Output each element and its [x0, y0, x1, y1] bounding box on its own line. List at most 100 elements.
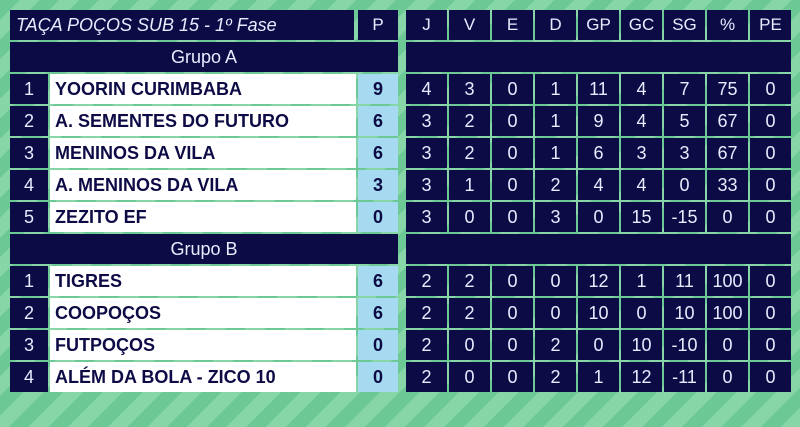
points-cell: 6	[358, 266, 398, 296]
stat-j: 3	[406, 138, 447, 168]
header-e: E	[492, 10, 533, 40]
stat-sg: 7	[664, 74, 705, 104]
team-name: ZEZITO EF	[50, 202, 356, 232]
team-name: YOORIN CURIMBABA	[50, 74, 356, 104]
stat-d: 0	[535, 298, 576, 328]
team-name: A. MENINOS DA VILA	[50, 170, 356, 200]
stat-gp: 0	[578, 330, 619, 360]
stat-d: 2	[535, 330, 576, 360]
stat-pct: 67	[707, 106, 748, 136]
stat-gc: 4	[621, 170, 662, 200]
stat-pe: 0	[750, 266, 791, 296]
stat-e: 0	[492, 74, 533, 104]
stat-e: 0	[492, 106, 533, 136]
stat-e: 0	[492, 298, 533, 328]
team-name: FUTPOÇOS	[50, 330, 356, 360]
stat-gp: 11	[578, 74, 619, 104]
stat-pe: 0	[750, 170, 791, 200]
stat-gc: 12	[621, 362, 662, 392]
header-gp: GP	[578, 10, 619, 40]
stat-j: 2	[406, 266, 447, 296]
stat-pe: 0	[750, 138, 791, 168]
stat-gp: 10	[578, 298, 619, 328]
header-j: J	[406, 10, 447, 40]
stat-j: 3	[406, 106, 447, 136]
stat-j: 3	[406, 202, 447, 232]
stat-sg: 0	[664, 170, 705, 200]
stat-pct: 100	[707, 266, 748, 296]
stat-pe: 0	[750, 106, 791, 136]
stat-sg: 11	[664, 266, 705, 296]
team-name: ALÉM DA BOLA - ZICO 10	[50, 362, 356, 392]
stat-j: 3	[406, 170, 447, 200]
group-title: Grupo B	[10, 234, 398, 264]
stat-j: 2	[406, 330, 447, 360]
points-cell: 6	[358, 106, 398, 136]
header-pct: %	[707, 10, 748, 40]
stat-pct: 0	[707, 330, 748, 360]
stat-gc: 4	[621, 74, 662, 104]
stat-d: 1	[535, 106, 576, 136]
stat-gp: 12	[578, 266, 619, 296]
stat-e: 0	[492, 362, 533, 392]
points-cell: 0	[358, 202, 398, 232]
header-d: D	[535, 10, 576, 40]
stat-gc: 1	[621, 266, 662, 296]
position-cell: 2	[10, 106, 48, 136]
points-cell: 6	[358, 298, 398, 328]
header-p: P	[358, 10, 398, 40]
points-cell: 0	[358, 330, 398, 360]
stat-pe: 0	[750, 298, 791, 328]
position-cell: 4	[10, 170, 48, 200]
position-cell: 2	[10, 298, 48, 328]
stat-sg: -10	[664, 330, 705, 360]
stat-pct: 0	[707, 202, 748, 232]
stat-v: 1	[449, 170, 490, 200]
points-cell: 9	[358, 74, 398, 104]
position-cell: 3	[10, 138, 48, 168]
stat-pct: 100	[707, 298, 748, 328]
position-cell: 1	[10, 74, 48, 104]
stat-sg: -11	[664, 362, 705, 392]
stat-v: 3	[449, 74, 490, 104]
stat-j: 4	[406, 74, 447, 104]
stat-d: 2	[535, 362, 576, 392]
stat-pct: 33	[707, 170, 748, 200]
stat-pe: 0	[750, 330, 791, 360]
stat-pct: 67	[707, 138, 748, 168]
group-title-spacer	[406, 234, 791, 264]
stat-pe: 0	[750, 74, 791, 104]
header-gc: GC	[621, 10, 662, 40]
stat-gc: 0	[621, 298, 662, 328]
stat-v: 2	[449, 106, 490, 136]
team-name: A. SEMENTES DO FUTURO	[50, 106, 356, 136]
stat-d: 1	[535, 138, 576, 168]
group-title-spacer	[406, 42, 791, 72]
stat-e: 0	[492, 330, 533, 360]
stat-gp: 4	[578, 170, 619, 200]
stat-e: 0	[492, 138, 533, 168]
table-title: TAÇA POÇOS SUB 15 - 1º Fase	[10, 10, 354, 40]
stat-v: 0	[449, 362, 490, 392]
points-cell: 0	[358, 362, 398, 392]
stat-v: 2	[449, 298, 490, 328]
team-name: COOPOÇOS	[50, 298, 356, 328]
stat-v: 0	[449, 330, 490, 360]
stat-d: 0	[535, 266, 576, 296]
team-name: TIGRES	[50, 266, 356, 296]
stat-gc: 3	[621, 138, 662, 168]
stat-gp: 0	[578, 202, 619, 232]
header-sg: SG	[664, 10, 705, 40]
stat-v: 0	[449, 202, 490, 232]
position-cell: 5	[10, 202, 48, 232]
stat-gc: 10	[621, 330, 662, 360]
stat-e: 0	[492, 266, 533, 296]
stat-d: 2	[535, 170, 576, 200]
stat-sg: 5	[664, 106, 705, 136]
stat-d: 1	[535, 74, 576, 104]
stat-sg: 10	[664, 298, 705, 328]
stat-pct: 0	[707, 362, 748, 392]
points-cell: 6	[358, 138, 398, 168]
position-cell: 1	[10, 266, 48, 296]
header-pe: PE	[750, 10, 791, 40]
